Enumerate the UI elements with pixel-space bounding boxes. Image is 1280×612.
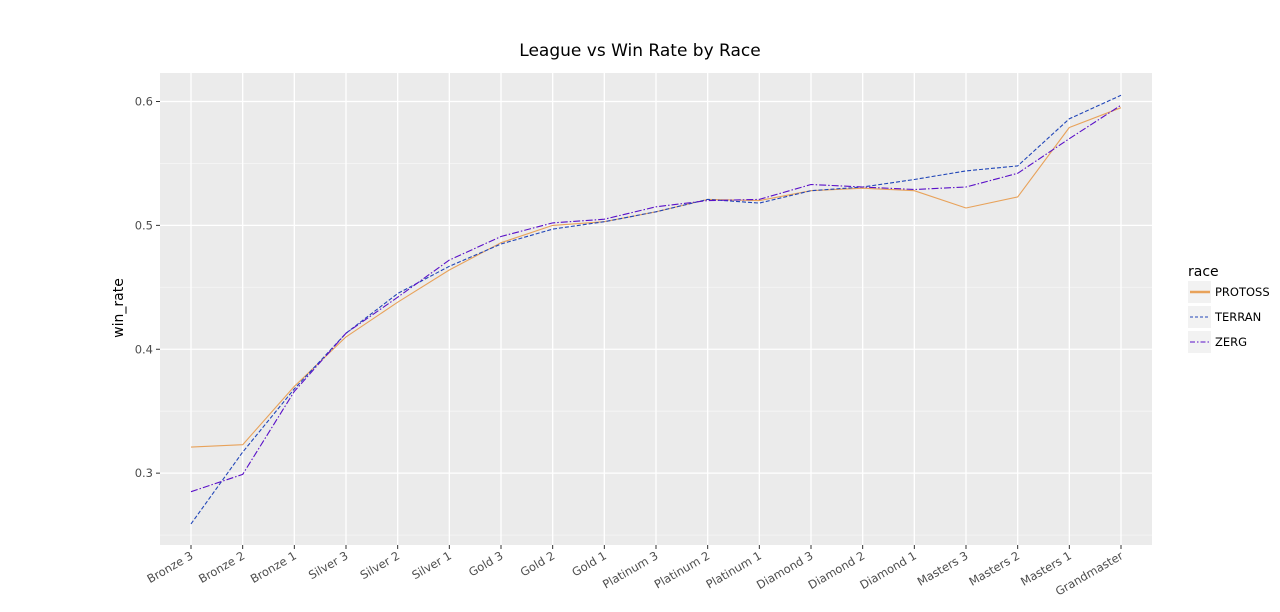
y-axis-label: win_rate xyxy=(111,278,127,338)
x-tick-label: Platinum 3 xyxy=(600,548,660,591)
legend-key-bg xyxy=(1188,331,1211,353)
legend-key-bg xyxy=(1188,306,1211,328)
y-tick-label: 0.4 xyxy=(135,342,153,356)
y-axis-ticks: 0.3 0.4 0.5 0.6 xyxy=(135,94,160,480)
y-tick-label: 0.5 xyxy=(135,218,153,232)
x-tick-label: Silver 2 xyxy=(358,548,402,582)
legend-title: race xyxy=(1188,264,1219,280)
x-tick-label: Platinum 1 xyxy=(703,548,763,591)
series-lines xyxy=(190,94,1122,525)
x-axis-ticks: Bronze 3 Bronze 2 Bronze 1 Silver 3 Silver 2… xyxy=(145,545,1126,599)
legend: race PROTOSS TERRAN ZERG xyxy=(1188,264,1270,353)
y-tick-label: 0.3 xyxy=(135,466,153,480)
chart-title: League vs Win Rate by Race xyxy=(519,41,760,61)
x-tick-label: Gold 3 xyxy=(466,548,505,579)
major-gridlines xyxy=(160,73,1152,545)
legend-items: PROTOSS TERRAN ZERG xyxy=(1188,281,1270,353)
x-tick-label: Silver 3 xyxy=(306,548,350,582)
x-tick-label: Masters 2 xyxy=(966,548,1022,588)
x-tick-label: Gold 2 xyxy=(518,548,557,579)
x-tick-label: Silver 1 xyxy=(409,548,453,582)
x-tick-label: Diamond 1 xyxy=(857,548,918,592)
x-tick-label: Diamond 3 xyxy=(754,548,815,592)
legend-label-zerg: ZERG xyxy=(1215,335,1247,349)
x-tick-label: Masters 3 xyxy=(915,548,971,588)
x-tick-label: Bronze 1 xyxy=(248,548,299,586)
x-tick-label: Gold 1 xyxy=(569,548,608,579)
x-tick-label: Diamond 2 xyxy=(806,548,867,592)
x-tick-label: Bronze 3 xyxy=(145,548,196,586)
x-tick-label: Bronze 2 xyxy=(196,548,247,586)
x-tick-label: Platinum 2 xyxy=(652,548,712,591)
legend-label-protoss: PROTOSS xyxy=(1215,285,1270,299)
y-tick-label: 0.6 xyxy=(135,94,153,108)
series-line-zerg xyxy=(190,104,1122,493)
legend-label-terran: TERRAN xyxy=(1214,310,1261,324)
